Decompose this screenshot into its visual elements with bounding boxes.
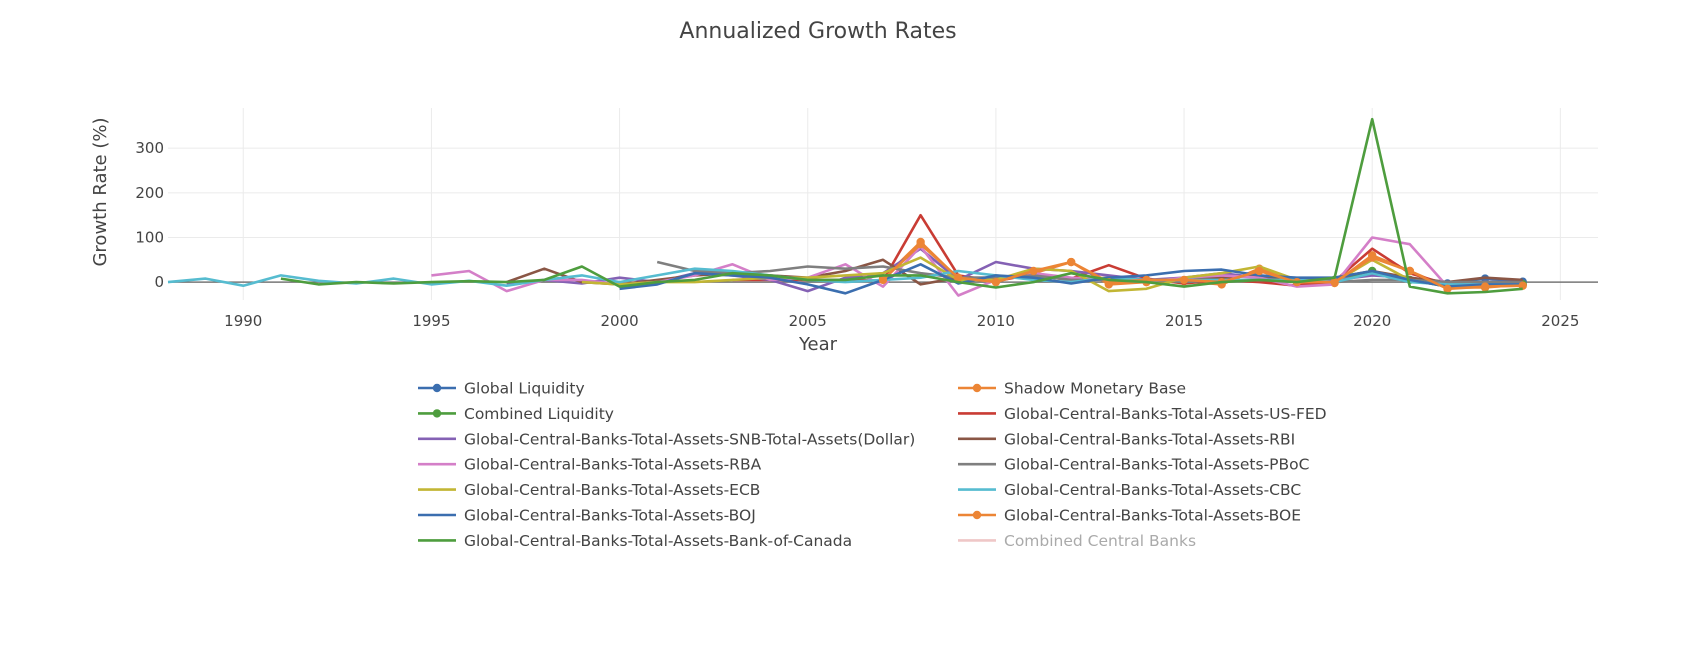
legend-label: Global-Central-Banks-Total-Assets-ECB — [464, 481, 760, 499]
x-axis-title: Year — [798, 334, 838, 355]
legend-label: Global-Central-Banks-Total-Assets-RBI — [1004, 430, 1295, 448]
legend-label: Global Liquidity — [464, 380, 585, 398]
data-point-global-central-banks-total-assets-boe-2008 — [916, 239, 925, 249]
tick-labels: 1990 1995 2000 2005 2010 2015 2020 2025 0 100 200 3… — [135, 139, 1579, 330]
x-tick-label-2005: 2005 — [789, 312, 827, 330]
legend-label: Global-Central-Banks-Total-Assets-SNB-To… — [464, 430, 915, 448]
legend-label: Global-Central-Banks-Total-Assets-Bank-o… — [464, 532, 852, 550]
legend-item-shadow-monetary-base[interactable]: Shadow Monetary Base — [958, 380, 1186, 398]
y-tick-label-200: 200 — [135, 184, 164, 202]
x-tick-label-2015: 2015 — [1165, 312, 1203, 330]
x-tick-label-1995: 1995 — [412, 312, 450, 330]
y-tick-label-100: 100 — [135, 228, 164, 246]
legend-item-global-central-banks-total-assets-pboc[interactable]: Global-Central-Banks-Total-Assets-PBoC — [958, 456, 1309, 474]
x-tick-label-2020: 2020 — [1353, 312, 1391, 330]
x-tick-label-2010: 2010 — [977, 312, 1015, 330]
gridlines — [168, 108, 1598, 300]
series-lines — [167, 117, 1527, 297]
series-global-central-banks-total-assets-bank-of-canada — [280, 117, 1523, 295]
data-point-global-central-banks-total-assets-boe-2023 — [1480, 282, 1490, 291]
data-point-global-central-banks-total-assets-boe-2012 — [1066, 257, 1076, 267]
x-tick-label-2025: 2025 — [1541, 312, 1579, 330]
data-point-global-central-banks-total-assets-boe-2019 — [1330, 277, 1339, 287]
legend[interactable]: Global Liquidity Shadow Monetary Base Comb… — [418, 380, 1327, 550]
data-point-global-central-banks-total-assets-boe-2020 — [1368, 253, 1377, 262]
legend-item-global-central-banks-total-assets-boe[interactable]: Global-Central-Banks-Total-Assets-BOE — [958, 507, 1301, 525]
y-tick-label-0: 0 — [154, 273, 164, 291]
legend-label: Global-Central-Banks-Total-Assets-BOJ — [464, 507, 756, 525]
legend-item-global-central-banks-total-assets-us-fed[interactable]: Global-Central-Banks-Total-Assets-US-FED — [958, 405, 1327, 423]
data-point-global-central-banks-total-assets-boe-2015 — [1179, 275, 1189, 285]
legend-label: Global-Central-Banks-Total-Assets-US-FED — [1004, 405, 1327, 423]
legend-item-global-central-banks-total-assets-rbi[interactable]: Global-Central-Banks-Total-Assets-RBI — [958, 430, 1295, 448]
legend-label: Combined Liquidity — [464, 405, 614, 423]
legend-marker — [432, 383, 442, 393]
legend-label: Shadow Monetary Base — [1004, 380, 1186, 398]
data-point-global-central-banks-total-assets-boe-2009 — [954, 273, 963, 282]
series-line-global-central-banks-total-assets-boj — [619, 262, 1523, 295]
chart-title: Annualized Growth Rates — [679, 19, 956, 44]
legend-item-combined-central-banks[interactable]: Combined Central Banks — [958, 532, 1196, 550]
data-point-global-central-banks-total-assets-boe-2011 — [1029, 266, 1038, 276]
x-tick-label-2000: 2000 — [600, 312, 638, 330]
legend-label: Global-Central-Banks-Total-Assets-BOE — [1004, 507, 1301, 525]
legend-item-global-central-banks-total-assets-boj[interactable]: Global-Central-Banks-Total-Assets-BOJ — [418, 507, 756, 525]
legend-item-global-liquidity[interactable]: Global Liquidity — [418, 380, 585, 398]
series-line-global-central-banks-total-assets-ecb — [581, 256, 1523, 293]
x-tick-label-1990: 1990 — [224, 312, 262, 330]
data-point-global-central-banks-total-assets-boe-2007 — [878, 275, 888, 285]
y-axis-title: Growth Rate (%) — [90, 117, 111, 266]
legend-item-global-central-banks-total-assets-ecb[interactable]: Global-Central-Banks-Total-Assets-ECB — [418, 481, 760, 499]
legend-label: Combined Central Banks — [1004, 532, 1196, 550]
series-global-central-banks-total-assets-ecb — [581, 256, 1523, 293]
legend-item-global-central-banks-total-assets-snb-total-assets-dollar[interactable]: Global-Central-Banks-Total-Assets-SNB-To… — [418, 430, 915, 448]
series-line-global-central-banks-total-assets-bank-of-canada — [280, 117, 1523, 295]
legend-label: Global-Central-Banks-Total-Assets-CBC — [1004, 481, 1301, 499]
legend-item-combined-liquidity[interactable]: Combined Liquidity — [418, 405, 614, 423]
legend-item-global-central-banks-total-assets-rba[interactable]: Global-Central-Banks-Total-Assets-RBA — [418, 456, 762, 474]
data-point-global-central-banks-total-assets-boe-2022 — [1443, 284, 1452, 294]
y-tick-label-300: 300 — [135, 139, 164, 157]
series-global-central-banks-total-assets-boj — [619, 262, 1523, 295]
data-point-global-central-banks-total-assets-boe-2010 — [991, 277, 1001, 287]
legend-item-global-central-banks-total-assets-bank-of-canada[interactable]: Global-Central-Banks-Total-Assets-Bank-o… — [418, 532, 852, 550]
legend-marker — [972, 383, 982, 393]
legend-marker — [972, 510, 982, 520]
legend-label: Global-Central-Banks-Total-Assets-RBA — [464, 456, 762, 474]
legend-item-global-central-banks-total-assets-cbc[interactable]: Global-Central-Banks-Total-Assets-CBC — [958, 481, 1301, 499]
legend-label: Global-Central-Banks-Total-Assets-PBoC — [1004, 456, 1309, 474]
data-point-global-central-banks-total-assets-boe-2017 — [1255, 266, 1264, 276]
series-line-global-central-banks-total-assets-boe — [882, 242, 1523, 291]
legend-marker — [432, 409, 442, 418]
